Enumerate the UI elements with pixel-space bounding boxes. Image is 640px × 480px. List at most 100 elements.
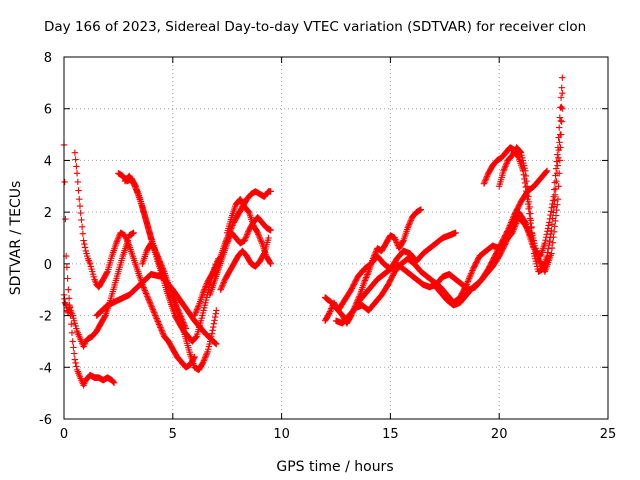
plus-marker (70, 350, 78, 357)
plus-marker (362, 274, 370, 281)
plus-marker (101, 313, 108, 320)
plus-marker (481, 179, 488, 186)
x-tick-label: 15 (382, 427, 399, 442)
plus-marker (551, 191, 559, 198)
plus-marker (193, 306, 201, 313)
plus-marker (110, 379, 118, 386)
plus-marker (558, 103, 565, 111)
plus-marker (500, 167, 507, 174)
plus-marker (143, 291, 150, 299)
plus-marker (132, 186, 140, 193)
plus-marker (551, 186, 558, 193)
plus-marker (467, 270, 475, 277)
plus-marker (483, 174, 490, 181)
plus-marker (522, 167, 529, 174)
plus-marker (203, 351, 210, 358)
plus-marker (548, 221, 556, 228)
plus-marker (157, 261, 165, 268)
plus-marker (167, 287, 175, 294)
plus-marker (326, 309, 333, 317)
plus-marker (151, 310, 158, 318)
plus-marker (153, 250, 160, 258)
plus-marker (559, 90, 566, 97)
plus-marker (505, 233, 512, 241)
plus-marker (200, 287, 208, 295)
plus-marker (141, 285, 148, 293)
plus-marker (555, 124, 563, 131)
plus-marker (220, 279, 227, 286)
plus-marker (79, 230, 87, 237)
plus-marker (468, 268, 475, 276)
plus-marker (452, 229, 459, 237)
plus-marker (544, 249, 551, 256)
plus-marker (156, 322, 163, 330)
plus-marker (208, 330, 216, 337)
plus-marker (559, 74, 566, 81)
plus-marker (159, 330, 167, 337)
plus-marker (465, 276, 472, 284)
plus-marker (74, 178, 81, 186)
plus-marker (62, 215, 69, 223)
x-axis-label: GPS time / hours (276, 459, 393, 475)
plus-marker (550, 209, 557, 216)
plus-marker (523, 183, 531, 190)
plus-marker (71, 149, 79, 156)
y-tick-label: -2 (39, 310, 52, 325)
y-tick-label: 4 (44, 154, 52, 169)
plus-marker (506, 230, 513, 238)
plus-marker (213, 307, 220, 314)
plus-marker (71, 356, 79, 363)
plus-marker (212, 310, 219, 317)
series-arc-2 (60, 229, 137, 350)
plus-marker (543, 168, 550, 175)
plus-marker (556, 139, 563, 146)
plus-marker (550, 203, 558, 210)
plus-marker (150, 309, 158, 316)
plus-marker (76, 196, 83, 203)
plus-marker (192, 334, 199, 341)
plus-marker (63, 264, 71, 271)
y-axis-label: SDTVAR / TECUs (8, 181, 24, 296)
x-tick-label: 5 (169, 427, 177, 442)
plus-marker (152, 247, 159, 255)
plus-marker (552, 212, 560, 219)
plus-marker (255, 232, 263, 239)
plus-marker (149, 304, 156, 312)
plus-marker (482, 176, 490, 183)
plus-marker (548, 227, 555, 234)
plus-marker (61, 178, 68, 186)
plus-marker (527, 210, 534, 217)
plus-marker (530, 243, 537, 251)
plus-marker (140, 284, 147, 291)
plus-marker (244, 207, 251, 214)
plus-marker (556, 131, 564, 138)
plus-marker (154, 318, 162, 325)
plus-marker (372, 249, 379, 256)
plus-marker (133, 187, 140, 195)
plus-marker (152, 249, 160, 256)
plus-marker (155, 321, 163, 328)
plus-marker (165, 281, 172, 288)
plus-marker (124, 238, 131, 245)
plus-marker (399, 238, 407, 245)
plus-marker (154, 253, 162, 261)
plus-marker (507, 227, 515, 234)
plus-marker (417, 206, 425, 213)
plus-marker (201, 355, 208, 363)
plus-marker (124, 239, 132, 247)
plus-marker (554, 151, 561, 158)
plus-marker (147, 302, 155, 309)
plus-marker (404, 224, 412, 231)
plus-marker (175, 307, 182, 314)
plus-marker (145, 296, 152, 303)
plus-marker (131, 183, 139, 190)
plus-marker (145, 297, 153, 304)
plus-marker (543, 252, 551, 260)
plus-marker (113, 238, 121, 245)
plus-marker (180, 320, 188, 328)
plus-marker (554, 201, 561, 208)
plus-marker (529, 237, 536, 244)
plus-marker (64, 275, 71, 282)
plus-marker (547, 230, 555, 238)
plus-marker (500, 166, 508, 173)
